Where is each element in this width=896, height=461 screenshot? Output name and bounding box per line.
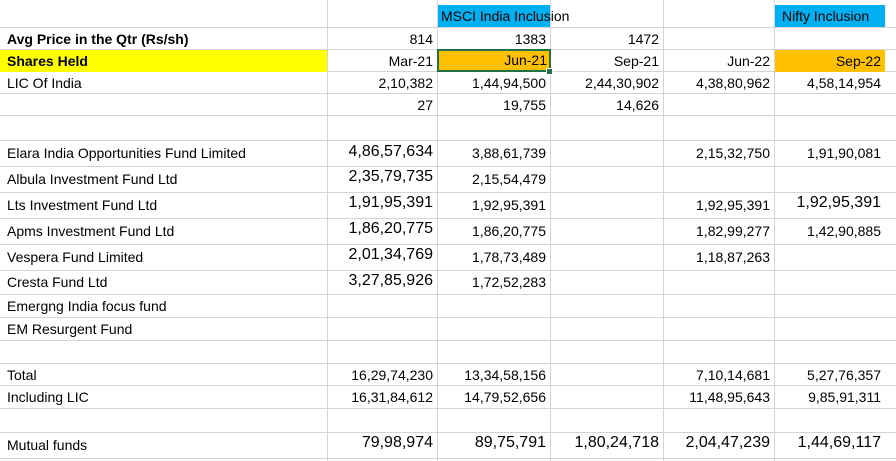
mutual-funds-label[interactable]: Mutual funds [7, 437, 88, 453]
avg-price-label[interactable]: Avg Price in the Qtr (Rs/sh) [7, 31, 189, 47]
fund-name[interactable]: Cresta Fund Ltd [7, 274, 108, 290]
gridline [550, 0, 551, 461]
lic-label[interactable]: LIC Of India [7, 75, 82, 91]
avg-price-sep21[interactable]: 1472 [627, 31, 659, 47]
including-lic-label[interactable]: Including LIC [7, 389, 89, 405]
gridline [0, 166, 896, 167]
fill-handle[interactable] [546, 68, 553, 75]
lic-jun21[interactable]: 1,44,94,500 [472, 75, 546, 91]
gridline [0, 27, 896, 28]
lic-value-jun21[interactable]: 19,755 [503, 97, 546, 113]
fund-jun21[interactable]: 2,15,54,479 [472, 171, 546, 187]
gridline [0, 218, 896, 219]
gridline [0, 317, 896, 318]
lic-sep21[interactable]: 2,44,30,902 [585, 75, 659, 91]
msci-inclusion-header[interactable]: MSCI India Inclusion [438, 5, 569, 27]
shares-held-sep22[interactable]: Sep-22 [775, 50, 885, 72]
gridline [0, 385, 896, 386]
mutual-funds-mar21[interactable]: 79,98,974 [361, 434, 433, 451]
shares-held-jun21-selected-cell[interactable]: Jun-21 [437, 49, 551, 72]
gridline [0, 270, 896, 271]
fund-name[interactable]: Lts Investment Fund Ltd [7, 197, 158, 213]
fund-jun21[interactable]: 1,78,73,489 [472, 249, 546, 265]
shares-held-sep21[interactable]: Sep-21 [613, 53, 659, 69]
avg-price-mar21[interactable]: 814 [409, 31, 433, 47]
fund-sep22[interactable]: 1,42,90,885 [807, 223, 881, 239]
fund-sep22[interactable]: 1,91,90,081 [807, 145, 881, 161]
including-lic-mar21[interactable]: 16,31,84,612 [351, 389, 433, 405]
gridline [0, 115, 896, 116]
lic-value-mar21[interactable]: 27 [417, 97, 433, 113]
lic-sep22[interactable]: 4,58,14,954 [807, 75, 881, 91]
fund-mar21[interactable]: 2,01,34,769 [348, 246, 433, 263]
nifty-inclusion-header[interactable]: Nifty Inclusion [775, 5, 885, 27]
avg-price-jun21[interactable]: 1383 [514, 31, 546, 47]
gridline [0, 432, 896, 433]
fund-jun22[interactable]: 1,92,95,391 [696, 197, 770, 213]
total-jun22[interactable]: 7,10,14,681 [696, 367, 770, 383]
fund-name[interactable]: EM Resurgent Fund [7, 321, 133, 337]
gridline [0, 140, 896, 141]
fund-name[interactable]: Albula Investment Fund Ltd [7, 171, 178, 187]
fund-mar21[interactable]: 1,91,95,391 [348, 194, 433, 211]
fund-mar21[interactable]: 2,35,79,735 [348, 168, 433, 185]
fund-jun22[interactable]: 2,15,32,750 [696, 145, 770, 161]
mutual-funds-jun21[interactable]: 89,75,791 [474, 434, 546, 451]
fund-name[interactable]: Apms Investment Fund Ltd [7, 223, 175, 239]
mutual-funds-sep22[interactable]: 1,44,69,117 [797, 434, 881, 451]
gridline [774, 0, 775, 461]
gridline [0, 93, 896, 94]
gridline [0, 458, 896, 459]
gridline [663, 0, 664, 461]
fund-jun21[interactable]: 3,88,61,739 [472, 145, 546, 161]
fund-mar21[interactable]: 1,86,20,775 [348, 220, 433, 237]
fund-jun22[interactable]: 1,18,87,263 [696, 249, 770, 265]
fund-mar21[interactable]: 3,27,85,926 [348, 272, 433, 289]
fund-jun21[interactable]: 1,92,95,391 [472, 197, 546, 213]
fund-name[interactable]: Emergng India focus fund [7, 298, 167, 314]
including-lic-jun22[interactable]: 11,48,95,643 [689, 389, 770, 405]
gridline [0, 340, 896, 341]
fund-name[interactable]: Vespera Fund Limited [7, 249, 144, 265]
total-sep22[interactable]: 5,27,76,357 [807, 367, 881, 383]
fund-jun21[interactable]: 1,86,20,775 [472, 223, 546, 239]
shares-held-label[interactable]: Shares Held [0, 50, 327, 72]
including-lic-sep22[interactable]: 9,85,91,311 [808, 389, 881, 405]
fund-name[interactable]: Elara India Opportunities Fund Limited [7, 145, 246, 161]
fund-mar21[interactable]: 4,86,57,634 [348, 143, 433, 160]
lic-value-sep21[interactable]: 14,626 [616, 97, 659, 113]
shares-held-mar21[interactable]: Mar-21 [388, 53, 433, 69]
fund-sep22[interactable]: 1,92,95,391 [796, 194, 881, 211]
mutual-funds-sep21[interactable]: 1,80,24,718 [574, 434, 659, 451]
fund-jun21[interactable]: 1,72,52,283 [472, 274, 546, 290]
gridline [0, 192, 896, 193]
total-mar21[interactable]: 16,29,74,230 [351, 367, 433, 383]
lic-jun22[interactable]: 4,38,80,962 [696, 75, 770, 91]
msci-inclusion-label: MSCI India Inclusion [441, 8, 570, 24]
gridline [0, 363, 896, 364]
gridline [0, 244, 896, 245]
mutual-funds-jun22[interactable]: 2,04,47,239 [685, 434, 770, 451]
lic-mar21[interactable]: 2,10,382 [378, 75, 434, 91]
shares-held-jun22[interactable]: Jun-22 [727, 53, 770, 69]
total-jun21[interactable]: 13,34,58,156 [464, 367, 546, 383]
fund-jun22[interactable]: 1,82,99,277 [696, 223, 770, 239]
gridline [0, 294, 896, 295]
including-lic-jun21[interactable]: 14,79,52,656 [464, 389, 546, 405]
gridline [0, 408, 896, 409]
gridline [327, 0, 328, 461]
gridline [437, 0, 438, 461]
total-label[interactable]: Total [7, 367, 37, 383]
